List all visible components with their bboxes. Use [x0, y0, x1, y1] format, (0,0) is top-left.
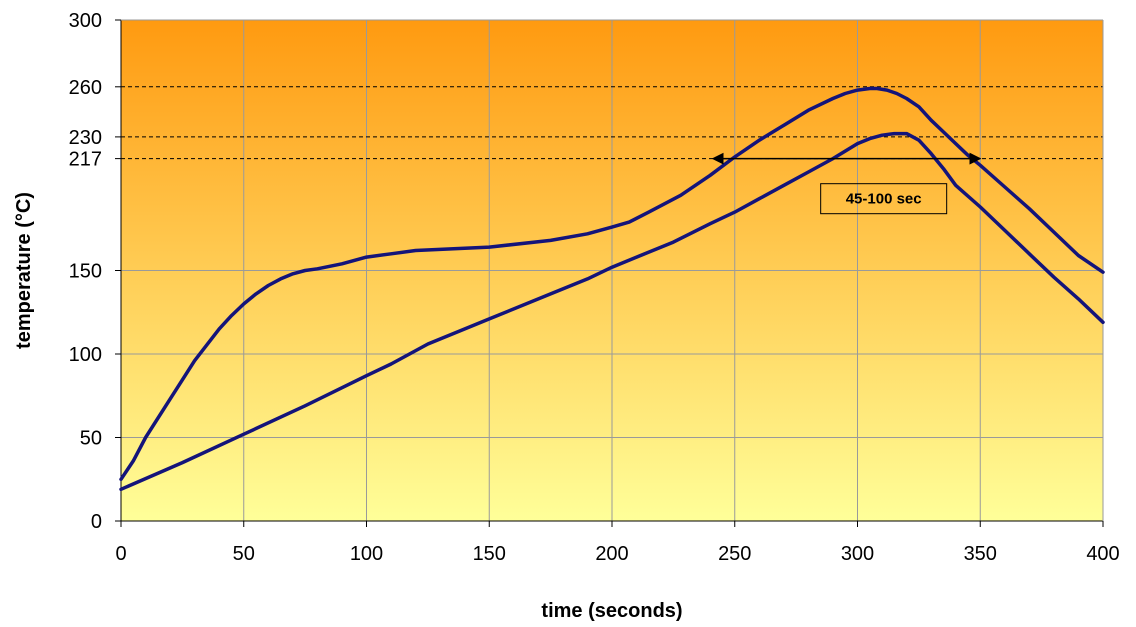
y-tick-label: 300	[69, 10, 102, 32]
y-tick-label: 150	[69, 261, 102, 283]
y-tick-label: 230	[69, 127, 102, 149]
x-tick-label: 350	[964, 543, 997, 565]
duration-label-box	[820, 183, 948, 215]
y-tick-label: 50	[80, 428, 102, 450]
y-tick-label: 100	[69, 344, 102, 366]
y-tick-label: 260	[69, 77, 102, 99]
y-tick-label: 217	[69, 149, 102, 171]
reference-lines	[121, 86, 1103, 160]
x-tick-label: 0	[115, 543, 126, 565]
series-line-2	[119, 131, 1105, 492]
x-tick-label: 50	[233, 543, 255, 565]
annotation: 45-100 sec	[711, 152, 982, 215]
x-tick-label: 300	[841, 543, 874, 565]
x-axis-title: time (seconds)	[541, 600, 682, 622]
x-tick-label: 200	[595, 543, 628, 565]
x-tick-label: 250	[718, 543, 751, 565]
x-tick-label: 150	[473, 543, 506, 565]
x-tick-label: 100	[350, 543, 383, 565]
x-tick-labels: 0 50 100 150 200 250 300 350 400	[115, 521, 1120, 565]
y-axis-title: temperature (°C)	[13, 192, 35, 349]
series-line-1	[119, 86, 1105, 482]
series-lines	[119, 86, 1105, 492]
x-tick-label: 400	[1086, 543, 1119, 565]
duration-label: 45-100 sec	[846, 191, 922, 208]
y-tick-label: 0	[91, 511, 102, 533]
